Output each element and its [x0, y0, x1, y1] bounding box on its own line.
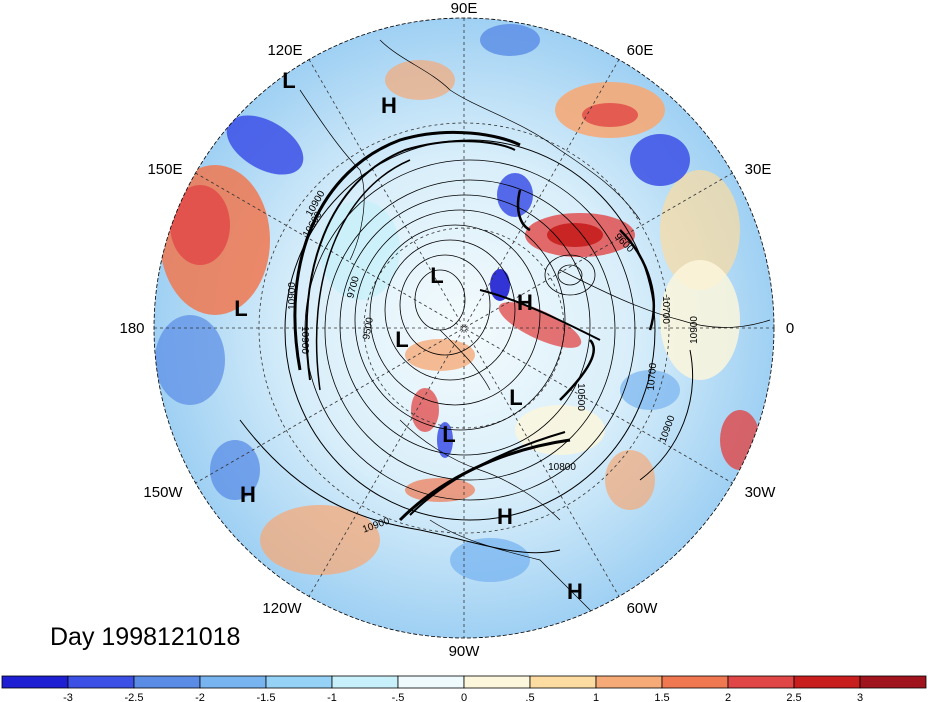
polar-map: [153, 17, 775, 639]
contour-label: 10900: [287, 282, 298, 310]
lon-label-150e: 150E: [147, 161, 182, 178]
lon-label-60e: 60E: [627, 42, 654, 59]
high-marker: H: [517, 290, 533, 315]
contour-label: 10700: [660, 296, 671, 324]
colorbar-tick-label: -.5: [392, 692, 405, 702]
low-marker: L: [509, 385, 522, 410]
lon-label-60w: 60W: [627, 600, 659, 617]
low-marker: L: [442, 422, 455, 447]
high-marker: H: [381, 93, 397, 118]
lon-label-120e: 120E: [267, 42, 302, 59]
map-border: [153, 17, 775, 639]
colorbar-tick-label: -2: [195, 692, 205, 702]
colorbar-tick-label: 2: [725, 692, 731, 702]
coastlines: [299, 39, 771, 621]
colorbar-box: [793, 675, 861, 689]
colorbar-box: [595, 675, 663, 689]
colorbar-box: [67, 675, 135, 689]
contour-label: 10900: [299, 326, 310, 354]
contour-label: 9500: [361, 316, 376, 340]
colorbar-tick-label: -3: [63, 692, 73, 702]
colorbar-box: [859, 675, 927, 689]
high-marker: H: [497, 504, 513, 529]
contour-label: 10700: [646, 362, 659, 391]
contour-label: 10500: [575, 383, 586, 411]
colorbar-box: [727, 675, 795, 689]
low-marker: L: [282, 68, 295, 93]
colorbar-tick-label: -1: [327, 692, 337, 702]
contour-label: 10900: [689, 316, 700, 344]
lon-label-30e: 30E: [745, 161, 772, 178]
colorbar-tick-label: 3: [857, 692, 863, 702]
colorbar-tick-label: 1: [593, 692, 599, 702]
colorbar-box: [1, 675, 69, 689]
colorbar-tick-label: 0: [461, 692, 467, 702]
colorbar: -3 -2.5 -2 -1.5 -1 -.5 0 .5 1 1.5 2 2.5 3: [1, 675, 927, 702]
longitude-labels: 90E 60E 30E 0 30W 60W 90W 120W 150W 180 …: [119, 0, 794, 660]
colorbar-tick-label: -2.5: [125, 692, 144, 702]
height-contours: [239, 130, 694, 554]
low-marker: L: [395, 327, 408, 352]
colorbar-tick-label: -1.5: [257, 692, 276, 702]
lon-label-150w: 150W: [143, 484, 183, 501]
colorbar-tick-label: .5: [525, 692, 534, 702]
colorbar-tick-label: 1.5: [654, 692, 669, 702]
colorbar-box: [133, 675, 201, 689]
lon-label-90w: 90W: [449, 643, 481, 660]
low-marker: L: [430, 263, 443, 288]
colorbar-box: [661, 675, 729, 689]
colorbar-box: [529, 675, 597, 689]
lon-label-120w: 120W: [262, 600, 302, 617]
colorbar-tick-label: 2.5: [786, 692, 801, 702]
colorbar-box: [397, 675, 465, 689]
lon-label-0: 0: [786, 320, 794, 337]
colorbar-box: [199, 675, 267, 689]
lon-label-180: 180: [119, 320, 144, 337]
colorbar-tick-labels: -3 -2.5 -2 -1.5 -1 -.5 0 .5 1 1.5 2 2.5 3: [63, 692, 863, 702]
graticule: [154, 18, 774, 638]
page-title: Day 1998121018: [50, 623, 240, 651]
lon-label-90e: 90E: [451, 0, 478, 17]
high-marker: H: [567, 579, 583, 604]
low-marker: L: [234, 296, 247, 321]
colorbar-box: [265, 675, 333, 689]
colorbar-box: [331, 675, 399, 689]
pressure-system-markers: L H L L L H L L H H H: [234, 68, 583, 604]
high-marker: H: [240, 482, 256, 507]
colorbar-box: [463, 675, 531, 689]
contour-label: 10800: [548, 462, 576, 473]
colorbar-boxes: [1, 675, 927, 689]
lon-label-30w: 30W: [745, 484, 777, 501]
